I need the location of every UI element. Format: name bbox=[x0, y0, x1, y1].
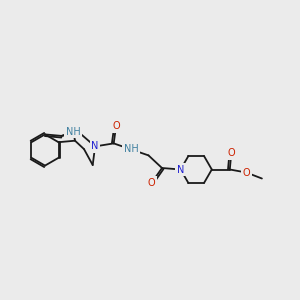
Text: O: O bbox=[148, 178, 155, 188]
Text: N: N bbox=[92, 141, 99, 152]
Text: O: O bbox=[227, 148, 235, 158]
Text: N: N bbox=[177, 164, 184, 175]
Text: O: O bbox=[112, 121, 120, 131]
Text: NH: NH bbox=[66, 127, 81, 137]
Text: O: O bbox=[242, 167, 250, 178]
Text: NH: NH bbox=[124, 144, 139, 154]
